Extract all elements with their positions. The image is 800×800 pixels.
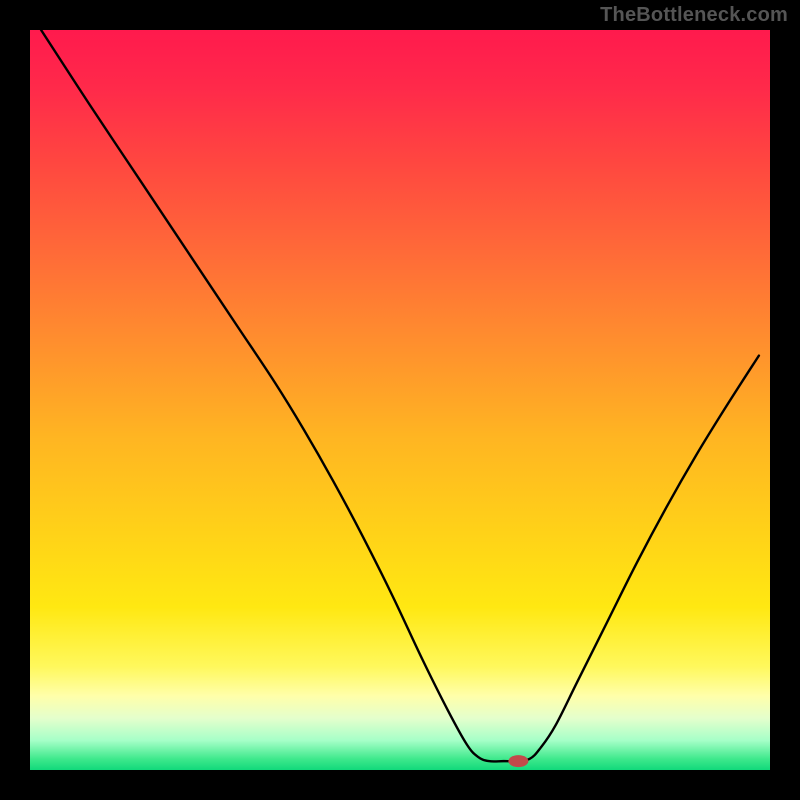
gradient-background bbox=[30, 30, 770, 770]
optimal-marker bbox=[508, 755, 528, 767]
chart-area bbox=[30, 30, 770, 770]
watermark-text: TheBottleneck.com bbox=[600, 4, 788, 27]
bottleneck-chart bbox=[30, 30, 770, 770]
